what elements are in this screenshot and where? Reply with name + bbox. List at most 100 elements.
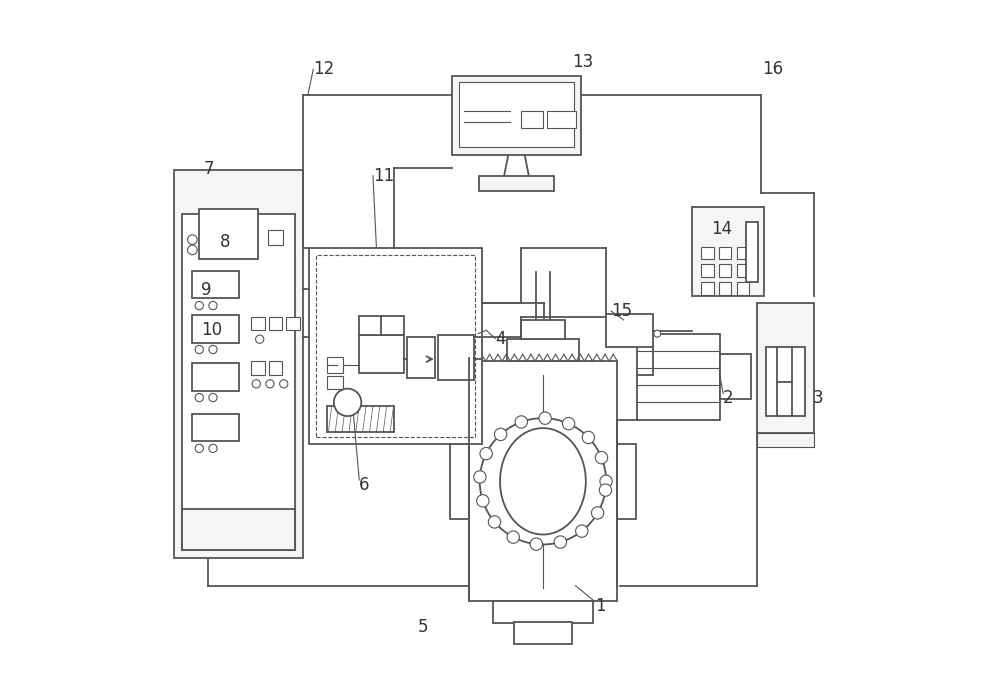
Circle shape bbox=[582, 431, 595, 444]
Circle shape bbox=[474, 471, 486, 483]
FancyBboxPatch shape bbox=[309, 248, 482, 444]
FancyBboxPatch shape bbox=[327, 406, 394, 432]
Circle shape bbox=[195, 345, 203, 354]
FancyBboxPatch shape bbox=[617, 444, 636, 519]
FancyBboxPatch shape bbox=[251, 361, 265, 375]
Circle shape bbox=[280, 380, 288, 388]
Circle shape bbox=[507, 531, 519, 544]
Text: 12: 12 bbox=[313, 61, 334, 78]
FancyBboxPatch shape bbox=[251, 316, 265, 330]
FancyBboxPatch shape bbox=[746, 222, 758, 282]
Circle shape bbox=[530, 538, 542, 550]
FancyBboxPatch shape bbox=[701, 264, 714, 277]
Circle shape bbox=[488, 516, 501, 528]
Text: 1: 1 bbox=[595, 597, 605, 615]
Text: 4: 4 bbox=[495, 330, 506, 347]
FancyBboxPatch shape bbox=[757, 433, 814, 447]
FancyBboxPatch shape bbox=[192, 414, 239, 442]
FancyBboxPatch shape bbox=[452, 76, 581, 155]
FancyBboxPatch shape bbox=[507, 339, 579, 361]
Text: 10: 10 bbox=[201, 321, 222, 339]
Circle shape bbox=[494, 428, 507, 440]
FancyBboxPatch shape bbox=[269, 316, 282, 330]
FancyBboxPatch shape bbox=[719, 282, 731, 294]
FancyBboxPatch shape bbox=[766, 347, 805, 416]
FancyBboxPatch shape bbox=[268, 230, 283, 245]
Circle shape bbox=[554, 536, 567, 548]
FancyBboxPatch shape bbox=[327, 376, 343, 389]
Circle shape bbox=[209, 345, 217, 354]
FancyBboxPatch shape bbox=[469, 361, 617, 601]
Circle shape bbox=[515, 416, 527, 428]
FancyBboxPatch shape bbox=[606, 314, 653, 347]
FancyBboxPatch shape bbox=[286, 316, 300, 330]
Text: 9: 9 bbox=[201, 281, 212, 299]
FancyBboxPatch shape bbox=[381, 316, 404, 335]
Circle shape bbox=[209, 301, 217, 310]
FancyBboxPatch shape bbox=[407, 337, 435, 378]
FancyBboxPatch shape bbox=[701, 282, 714, 294]
Circle shape bbox=[195, 301, 203, 310]
FancyBboxPatch shape bbox=[719, 246, 731, 259]
Circle shape bbox=[562, 418, 575, 430]
Circle shape bbox=[209, 444, 217, 453]
Text: 2: 2 bbox=[723, 389, 734, 407]
Circle shape bbox=[480, 418, 606, 544]
Circle shape bbox=[600, 475, 612, 488]
Circle shape bbox=[591, 507, 604, 519]
FancyBboxPatch shape bbox=[719, 264, 731, 277]
Text: 5: 5 bbox=[418, 618, 428, 636]
FancyBboxPatch shape bbox=[174, 171, 303, 558]
Text: 16: 16 bbox=[762, 61, 783, 78]
FancyBboxPatch shape bbox=[692, 206, 764, 296]
FancyBboxPatch shape bbox=[438, 335, 474, 380]
Circle shape bbox=[654, 330, 661, 337]
FancyBboxPatch shape bbox=[269, 361, 282, 375]
Text: 3: 3 bbox=[812, 389, 823, 407]
Circle shape bbox=[477, 495, 489, 507]
FancyBboxPatch shape bbox=[327, 357, 343, 373]
Ellipse shape bbox=[500, 428, 586, 535]
FancyBboxPatch shape bbox=[637, 334, 720, 420]
FancyBboxPatch shape bbox=[182, 213, 295, 550]
Circle shape bbox=[539, 412, 551, 424]
Circle shape bbox=[334, 389, 361, 416]
FancyBboxPatch shape bbox=[737, 246, 749, 259]
Circle shape bbox=[195, 394, 203, 402]
FancyBboxPatch shape bbox=[192, 315, 239, 343]
FancyBboxPatch shape bbox=[514, 622, 572, 644]
Circle shape bbox=[188, 245, 197, 255]
Circle shape bbox=[195, 444, 203, 453]
Circle shape bbox=[480, 447, 492, 460]
FancyBboxPatch shape bbox=[450, 444, 469, 519]
Text: 8: 8 bbox=[220, 233, 230, 251]
Circle shape bbox=[595, 451, 608, 464]
FancyBboxPatch shape bbox=[737, 282, 749, 294]
Text: 6: 6 bbox=[359, 476, 370, 494]
FancyBboxPatch shape bbox=[182, 509, 295, 550]
Text: 11: 11 bbox=[373, 166, 394, 185]
FancyBboxPatch shape bbox=[757, 303, 814, 433]
Circle shape bbox=[256, 335, 264, 343]
FancyBboxPatch shape bbox=[359, 335, 404, 373]
Circle shape bbox=[599, 484, 612, 496]
FancyBboxPatch shape bbox=[493, 601, 593, 623]
Circle shape bbox=[252, 380, 260, 388]
Circle shape bbox=[188, 235, 197, 244]
FancyBboxPatch shape bbox=[459, 82, 574, 147]
Text: 7: 7 bbox=[203, 160, 214, 178]
FancyBboxPatch shape bbox=[359, 316, 382, 335]
Circle shape bbox=[266, 380, 274, 388]
FancyBboxPatch shape bbox=[737, 264, 749, 277]
Text: 14: 14 bbox=[711, 219, 733, 237]
FancyBboxPatch shape bbox=[521, 111, 543, 128]
FancyBboxPatch shape bbox=[199, 209, 258, 259]
FancyBboxPatch shape bbox=[521, 320, 565, 339]
Text: 15: 15 bbox=[611, 302, 632, 320]
FancyBboxPatch shape bbox=[192, 270, 239, 298]
FancyBboxPatch shape bbox=[479, 175, 554, 191]
Circle shape bbox=[576, 525, 588, 537]
FancyBboxPatch shape bbox=[701, 246, 714, 259]
FancyBboxPatch shape bbox=[720, 354, 751, 399]
Circle shape bbox=[209, 394, 217, 402]
